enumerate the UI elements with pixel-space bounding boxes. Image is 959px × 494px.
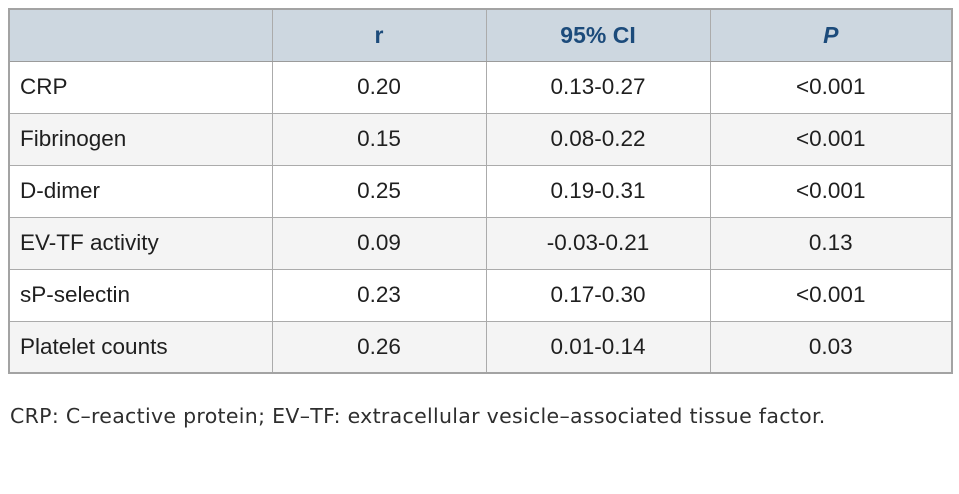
p-value-cell: 0.13 [709, 216, 953, 270]
p-value-cell: <0.001 [709, 268, 953, 322]
header-p: P [709, 8, 953, 62]
row-label-cell: sP-selectin [8, 268, 273, 322]
ci-value-cell: 0.01-0.14 [485, 320, 711, 374]
row-label-cell: CRP [8, 60, 273, 114]
header-empty-cell [8, 8, 273, 62]
ci-value-cell: 0.17-0.30 [485, 268, 711, 322]
ci-value-cell: 0.19-0.31 [485, 164, 711, 218]
table-row: CRP 0.20 0.13-0.27 <0.001 [8, 60, 953, 114]
p-value-cell: <0.001 [709, 60, 953, 114]
header-r: r [271, 8, 487, 62]
row-label-cell: Platelet counts [8, 320, 273, 374]
row-label-cell: D-dimer [8, 164, 273, 218]
row-label-cell: EV-TF activity [8, 216, 273, 270]
table-row: sP-selectin 0.23 0.17-0.30 <0.001 [8, 268, 953, 322]
p-value-cell: 0.03 [709, 320, 953, 374]
header-row: r 95% CI P [8, 8, 953, 62]
r-value-cell: 0.26 [271, 320, 487, 374]
r-value-cell: 0.15 [271, 112, 487, 166]
header-95ci: 95% CI [485, 8, 711, 62]
table-row: Fibrinogen 0.15 0.08-0.22 <0.001 [8, 112, 953, 166]
r-value-cell: 0.20 [271, 60, 487, 114]
row-label-cell: Fibrinogen [8, 112, 273, 166]
ci-value-cell: 0.13-0.27 [485, 60, 711, 114]
table-row: D-dimer 0.25 0.19-0.31 <0.001 [8, 164, 953, 218]
r-value-cell: 0.09 [271, 216, 487, 270]
p-value-cell: <0.001 [709, 112, 953, 166]
table-footnote: CRP: C–reactive protein; EV–TF: extracel… [10, 404, 826, 428]
correlation-table: r 95% CI P CRP 0.20 0.13-0.27 <0.001 Fib… [8, 8, 953, 374]
p-value-cell: <0.001 [709, 164, 953, 218]
table-row: EV-TF activity 0.09 -0.03-0.21 0.13 [8, 216, 953, 270]
ci-value-cell: 0.08-0.22 [485, 112, 711, 166]
r-value-cell: 0.25 [271, 164, 487, 218]
table-row: Platelet counts 0.26 0.01-0.14 0.03 [8, 320, 953, 374]
r-value-cell: 0.23 [271, 268, 487, 322]
ci-value-cell: -0.03-0.21 [485, 216, 711, 270]
